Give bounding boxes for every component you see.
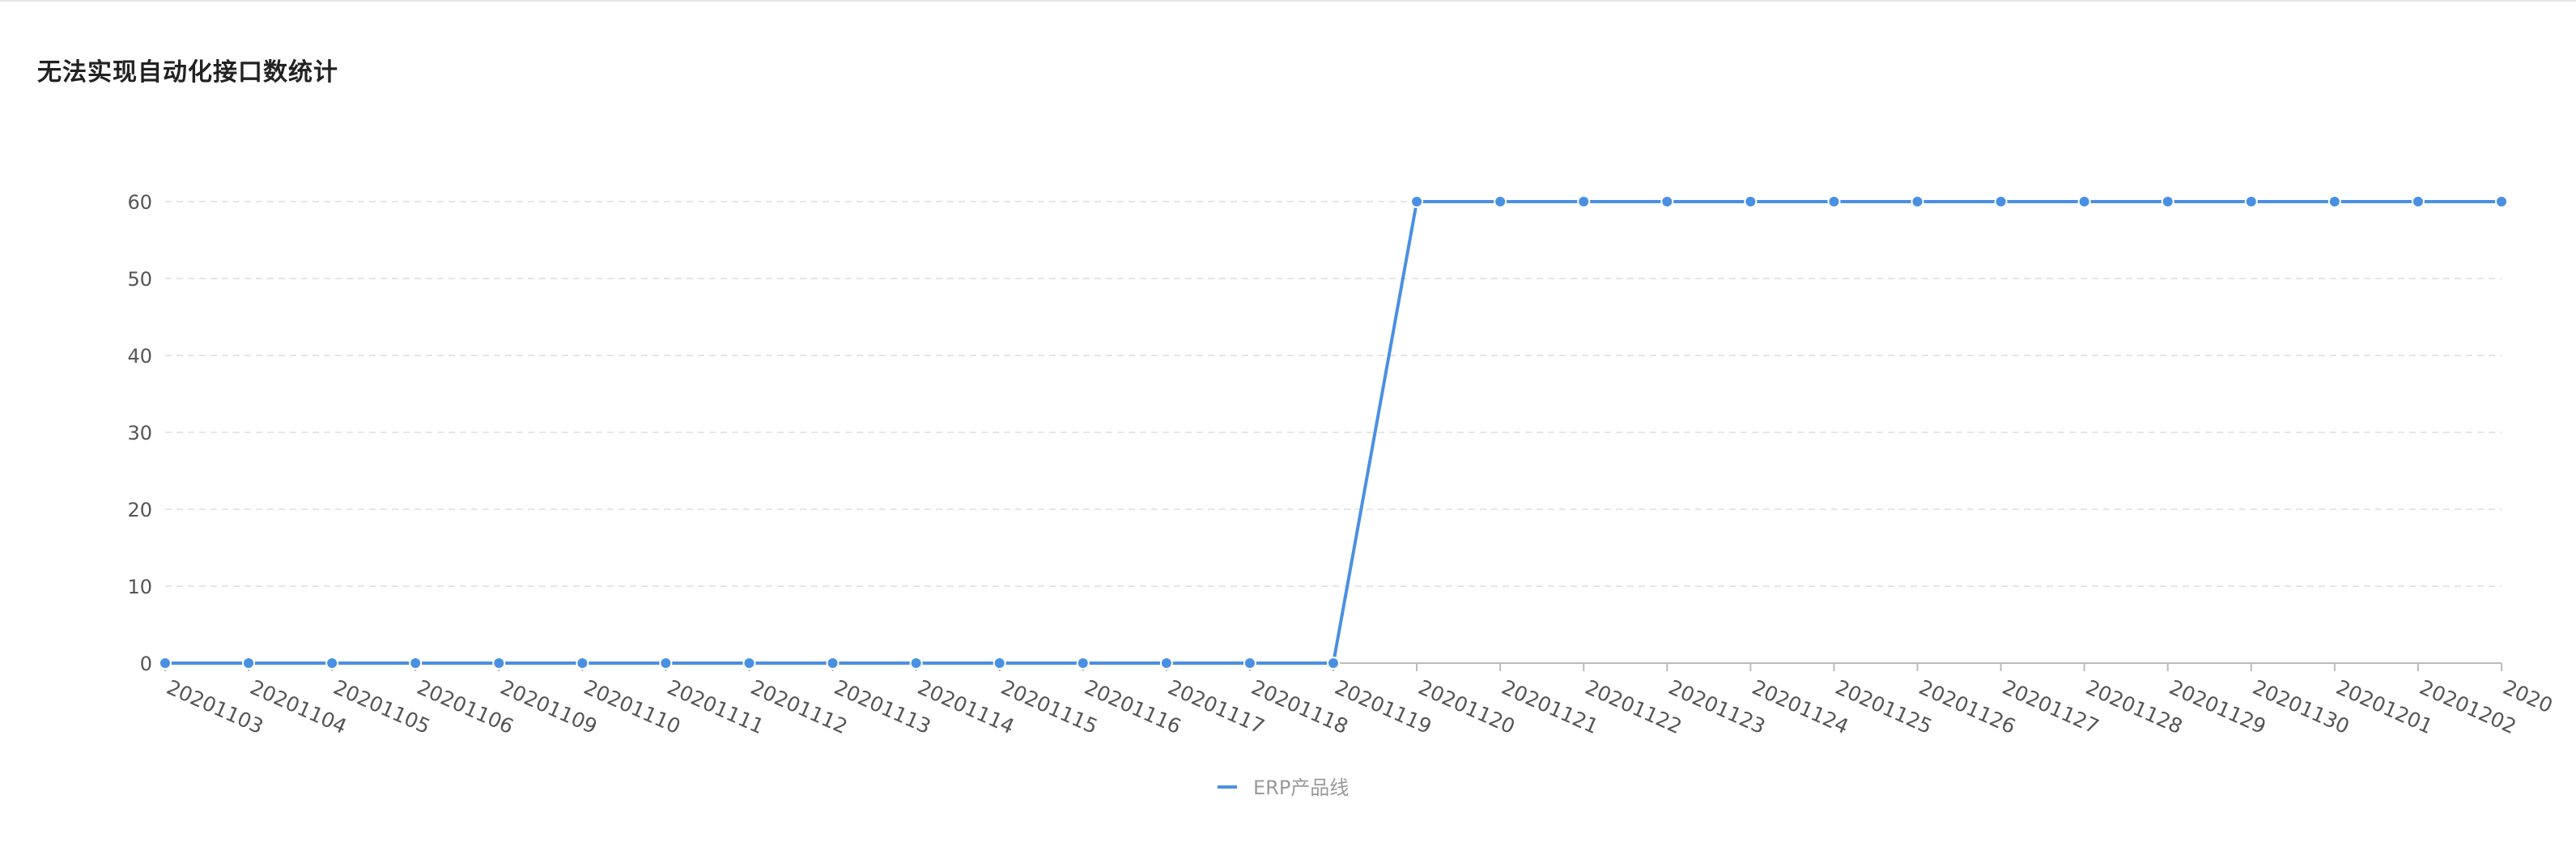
y-tick-label: 40 (127, 345, 152, 368)
data-point[interactable] (1577, 195, 1591, 208)
data-point[interactable] (1744, 195, 1758, 208)
legend-label[interactable]: ERP产品线 (1253, 776, 1349, 799)
data-point[interactable] (1410, 195, 1424, 208)
data-point[interactable] (1827, 195, 1841, 208)
data-point[interactable] (826, 657, 840, 670)
data-point[interactable] (159, 657, 172, 670)
y-tick-label: 20 (127, 499, 152, 521)
data-point[interactable] (409, 657, 423, 670)
chart-title: 无法实现自动化接口数统计 (37, 58, 338, 87)
data-point[interactable] (1911, 195, 1924, 208)
data-point[interactable] (2411, 195, 2425, 208)
data-point[interactable] (1327, 657, 1340, 670)
y-tick-label: 0 (140, 653, 152, 675)
data-point[interactable] (1243, 657, 1256, 670)
data-point[interactable] (1494, 195, 1507, 208)
data-point[interactable] (2495, 195, 2508, 208)
data-point[interactable] (2244, 195, 2258, 208)
data-point[interactable] (993, 657, 1006, 670)
data-point[interactable] (2161, 195, 2174, 208)
data-point[interactable] (325, 657, 339, 670)
y-tick-label: 10 (127, 576, 152, 598)
data-point[interactable] (2077, 195, 2091, 208)
data-point[interactable] (492, 657, 506, 670)
data-point[interactable] (1076, 657, 1090, 670)
data-point[interactable] (2327, 195, 2341, 208)
y-tick-label: 50 (127, 268, 152, 291)
y-tick-label: 30 (127, 422, 152, 445)
data-point[interactable] (242, 657, 256, 670)
data-point[interactable] (1159, 657, 1173, 670)
data-point[interactable] (909, 657, 923, 670)
data-point[interactable] (659, 657, 673, 670)
y-tick-label: 60 (127, 191, 152, 214)
data-point[interactable] (576, 657, 589, 670)
data-point[interactable] (1994, 195, 2008, 208)
data-point[interactable] (742, 657, 756, 670)
data-point[interactable] (1660, 195, 1674, 208)
